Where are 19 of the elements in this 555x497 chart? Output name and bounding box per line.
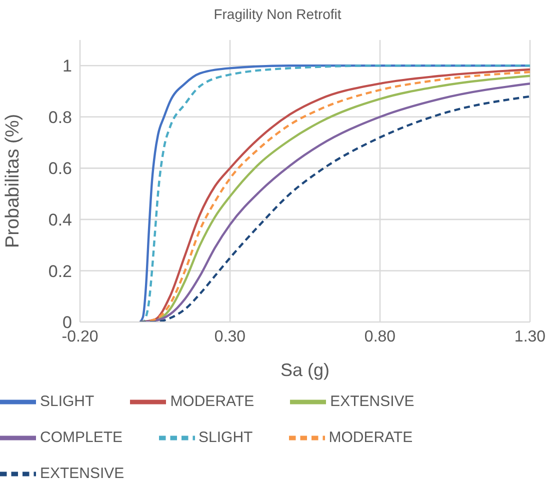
x-axis-title: Sa (g) (280, 360, 330, 380)
x-tick-label: 1.30 (514, 328, 546, 346)
legend-label: EXTENSIVE (40, 464, 124, 482)
chart-title: Fragility Non Retrofit (212, 5, 342, 24)
y-tick-label: 1 (62, 56, 72, 76)
y-tick-label: 0.8 (48, 108, 72, 127)
y-tick-label: 0.4 (48, 210, 72, 230)
legend-label: MODERATE (170, 392, 254, 410)
y-tick-label: 0.6 (48, 159, 72, 178)
legend-label: SLIGHT (198, 428, 253, 446)
y-tick-label: 0.2 (48, 262, 72, 281)
legend-label: MODERATE (328, 428, 413, 446)
legend-label: SLIGHT (40, 392, 94, 410)
x-tick-label: 0.30 (214, 328, 246, 346)
x-tick-label: 0.80 (364, 328, 396, 346)
legend-label: EXTENSIVE (330, 392, 414, 410)
y-axis-title: Probabilitas (%) (2, 114, 24, 248)
x-tick-label: -0.20 (62, 328, 98, 346)
legend-label: COMPLETE (40, 428, 123, 446)
